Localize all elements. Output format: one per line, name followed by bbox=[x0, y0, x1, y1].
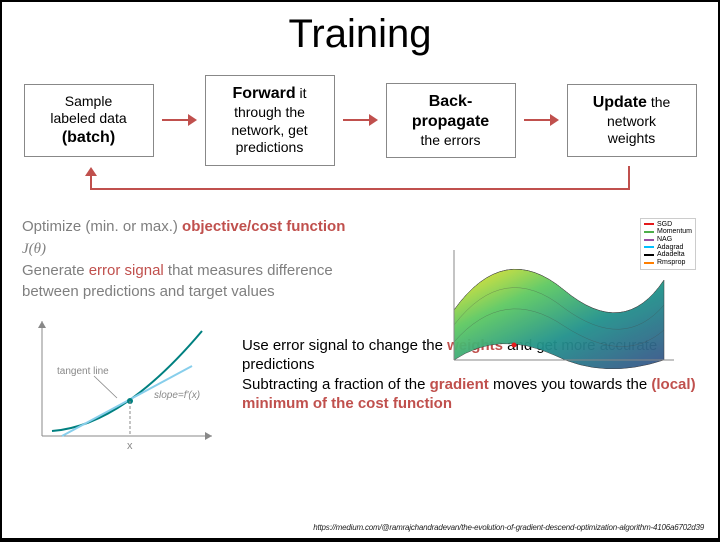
tangent-graph: tangent line slope=f'(x) x bbox=[22, 306, 222, 456]
box-forward-l4: predictions bbox=[212, 139, 328, 157]
box-sample-l1: Sample bbox=[31, 93, 147, 111]
x-label: x bbox=[127, 440, 133, 452]
between-line: between predictions and target values bbox=[22, 281, 372, 302]
box-update-l2: network bbox=[574, 113, 690, 131]
tangent-label: tangent line bbox=[57, 366, 109, 377]
box-forward-l3: network, get bbox=[212, 122, 328, 140]
mid-text: Optimize (min. or max.) objective/cost f… bbox=[22, 216, 372, 302]
box-forward: Forward it through the network, get pred… bbox=[205, 75, 335, 166]
arrow-2 bbox=[343, 114, 378, 126]
box-backprop-l3: the errors bbox=[393, 132, 509, 150]
feedback-arrow bbox=[22, 166, 698, 196]
arrow-3 bbox=[524, 114, 559, 126]
box-sample: Sample labeled data (batch) bbox=[24, 84, 154, 157]
mid-section: Optimize (min. or max.) objective/cost f… bbox=[22, 216, 698, 302]
citation: https://medium.com/@ramrajchandradevan/t… bbox=[313, 523, 704, 532]
optimize-line: Optimize (min. or max.) objective/cost f… bbox=[22, 216, 372, 260]
box-forward-l2: through the bbox=[212, 104, 328, 122]
surface-plot: SGD Momentum NAG Adagrad Adadelta Rmspro… bbox=[372, 216, 698, 302]
slide-title: Training bbox=[2, 2, 718, 57]
box-sample-l3: (batch) bbox=[31, 128, 147, 148]
box-sample-l2: labeled data bbox=[31, 110, 147, 128]
box-update: Update the network weights bbox=[567, 84, 697, 157]
box-forward-l1: Forward it bbox=[212, 84, 328, 104]
generate-line: Generate error signal that measures diff… bbox=[22, 260, 372, 281]
flow-row: Sample labeled data (batch) Forward it t… bbox=[22, 75, 698, 166]
slope-label: slope=f'(x) bbox=[154, 390, 200, 401]
legend: SGD Momentum NAG Adagrad Adadelta Rmspro… bbox=[640, 218, 696, 270]
arrow-1 bbox=[162, 114, 197, 126]
box-backprop-l2: propagate bbox=[393, 112, 509, 132]
box-update-l1: Update the bbox=[574, 93, 690, 113]
box-backprop: Back- propagate the errors bbox=[386, 83, 516, 159]
box-update-l3: weights bbox=[574, 130, 690, 148]
box-backprop-l1: Back- bbox=[393, 92, 509, 112]
